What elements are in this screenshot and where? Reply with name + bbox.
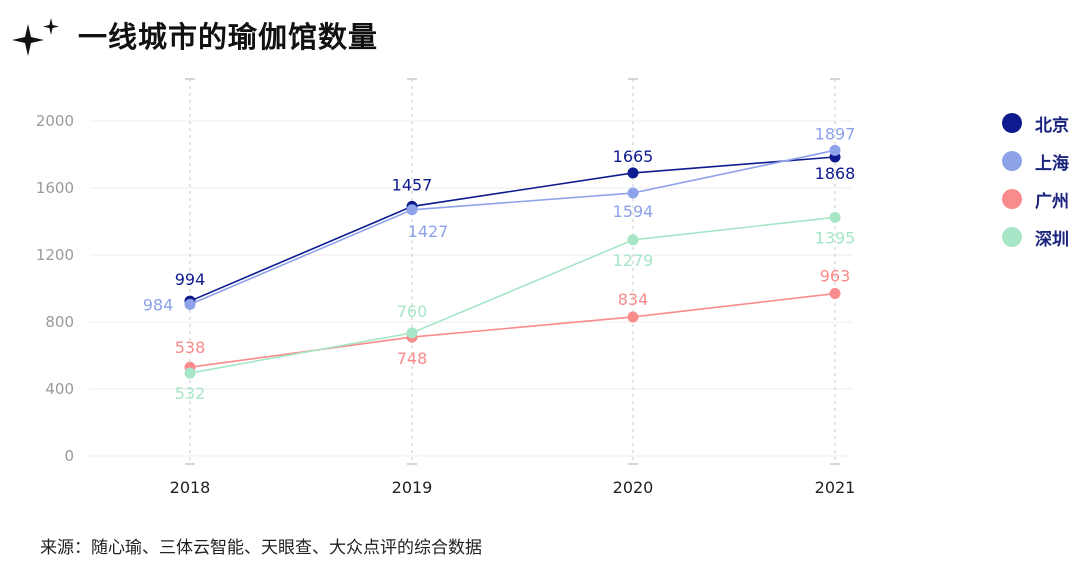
data-label: 984 — [143, 295, 174, 314]
sparkle-icon — [12, 18, 59, 56]
data-point — [184, 298, 196, 310]
data-point — [627, 167, 639, 179]
y-tick-label: 800 — [45, 313, 74, 331]
data-label: 538 — [175, 338, 206, 357]
data-label: 1594 — [613, 202, 654, 221]
x-tick-label: 2020 — [613, 478, 654, 497]
data-label: 748 — [397, 349, 428, 368]
data-label: 532 — [175, 384, 206, 403]
grid — [90, 120, 852, 457]
data-label: 760 — [397, 302, 428, 321]
legend: 北京 上海 广州 深圳 — [1002, 104, 1069, 256]
legend-item: 深圳 — [1002, 218, 1069, 256]
source-note: 来源：随心瑜、三体云智能、天眼查、大众点评的综合数据 — [40, 538, 482, 558]
legend-item: 上海 — [1002, 142, 1069, 180]
y-tick-label: 1200 — [36, 246, 74, 264]
data-label: 994 — [175, 270, 206, 289]
legend-item: 广州 — [1002, 180, 1069, 218]
data-point — [184, 367, 196, 379]
legend-label: 深圳 — [1035, 229, 1069, 250]
series-line — [189, 292, 836, 369]
y-axis: 0 400 800 1200 1600 2000 — [36, 112, 74, 465]
data-labels: 994 1457 1665 1868 984 1427 1594 1897 538 748 834 9… — [143, 124, 856, 403]
data-point — [627, 234, 639, 246]
data-label: 1279 — [613, 251, 654, 270]
data-label: 1457 — [392, 175, 433, 194]
data-label: 1395 — [815, 228, 856, 247]
data-label: 1427 — [408, 222, 449, 241]
y-tick-label: 2000 — [36, 112, 74, 130]
series-line — [189, 216, 836, 374]
legend-marker — [1002, 113, 1022, 133]
legend-label: 北京 — [1035, 115, 1069, 136]
legend-marker — [1002, 227, 1022, 247]
series-line — [189, 156, 836, 302]
data-point — [406, 327, 418, 339]
category-guides — [185, 78, 840, 465]
x-axis: 2018 2019 2020 2021 — [170, 478, 856, 497]
x-tick-label: 2019 — [392, 478, 433, 497]
y-tick-label: 1600 — [36, 179, 74, 197]
data-point — [829, 288, 841, 300]
data-point — [406, 204, 418, 216]
data-label: 1665 — [613, 147, 654, 166]
legend-item: 北京 — [1002, 104, 1069, 142]
series — [184, 144, 841, 379]
y-tick-label: 0 — [64, 447, 74, 465]
line-chart: 0 400 800 1200 1600 2000 2018 2019 2020 2021 994… — [36, 78, 856, 497]
data-point — [829, 211, 841, 223]
data-label: 1868 — [815, 164, 856, 183]
data-point — [627, 311, 639, 323]
data-label: 834 — [618, 290, 649, 309]
legend-marker — [1002, 151, 1022, 171]
series-line — [189, 149, 836, 306]
data-label: 963 — [820, 267, 851, 286]
x-tick-label: 2018 — [170, 478, 211, 497]
legend-label: 广州 — [1035, 191, 1069, 212]
y-tick-label: 400 — [45, 380, 74, 398]
data-label: 1897 — [815, 124, 856, 143]
chart-title: 一线城市的瑜伽馆数量 — [78, 20, 379, 54]
data-point — [829, 144, 841, 156]
legend-label: 上海 — [1035, 153, 1069, 174]
x-tick-label: 2021 — [815, 478, 856, 497]
data-point — [627, 187, 639, 199]
legend-marker — [1002, 189, 1022, 209]
